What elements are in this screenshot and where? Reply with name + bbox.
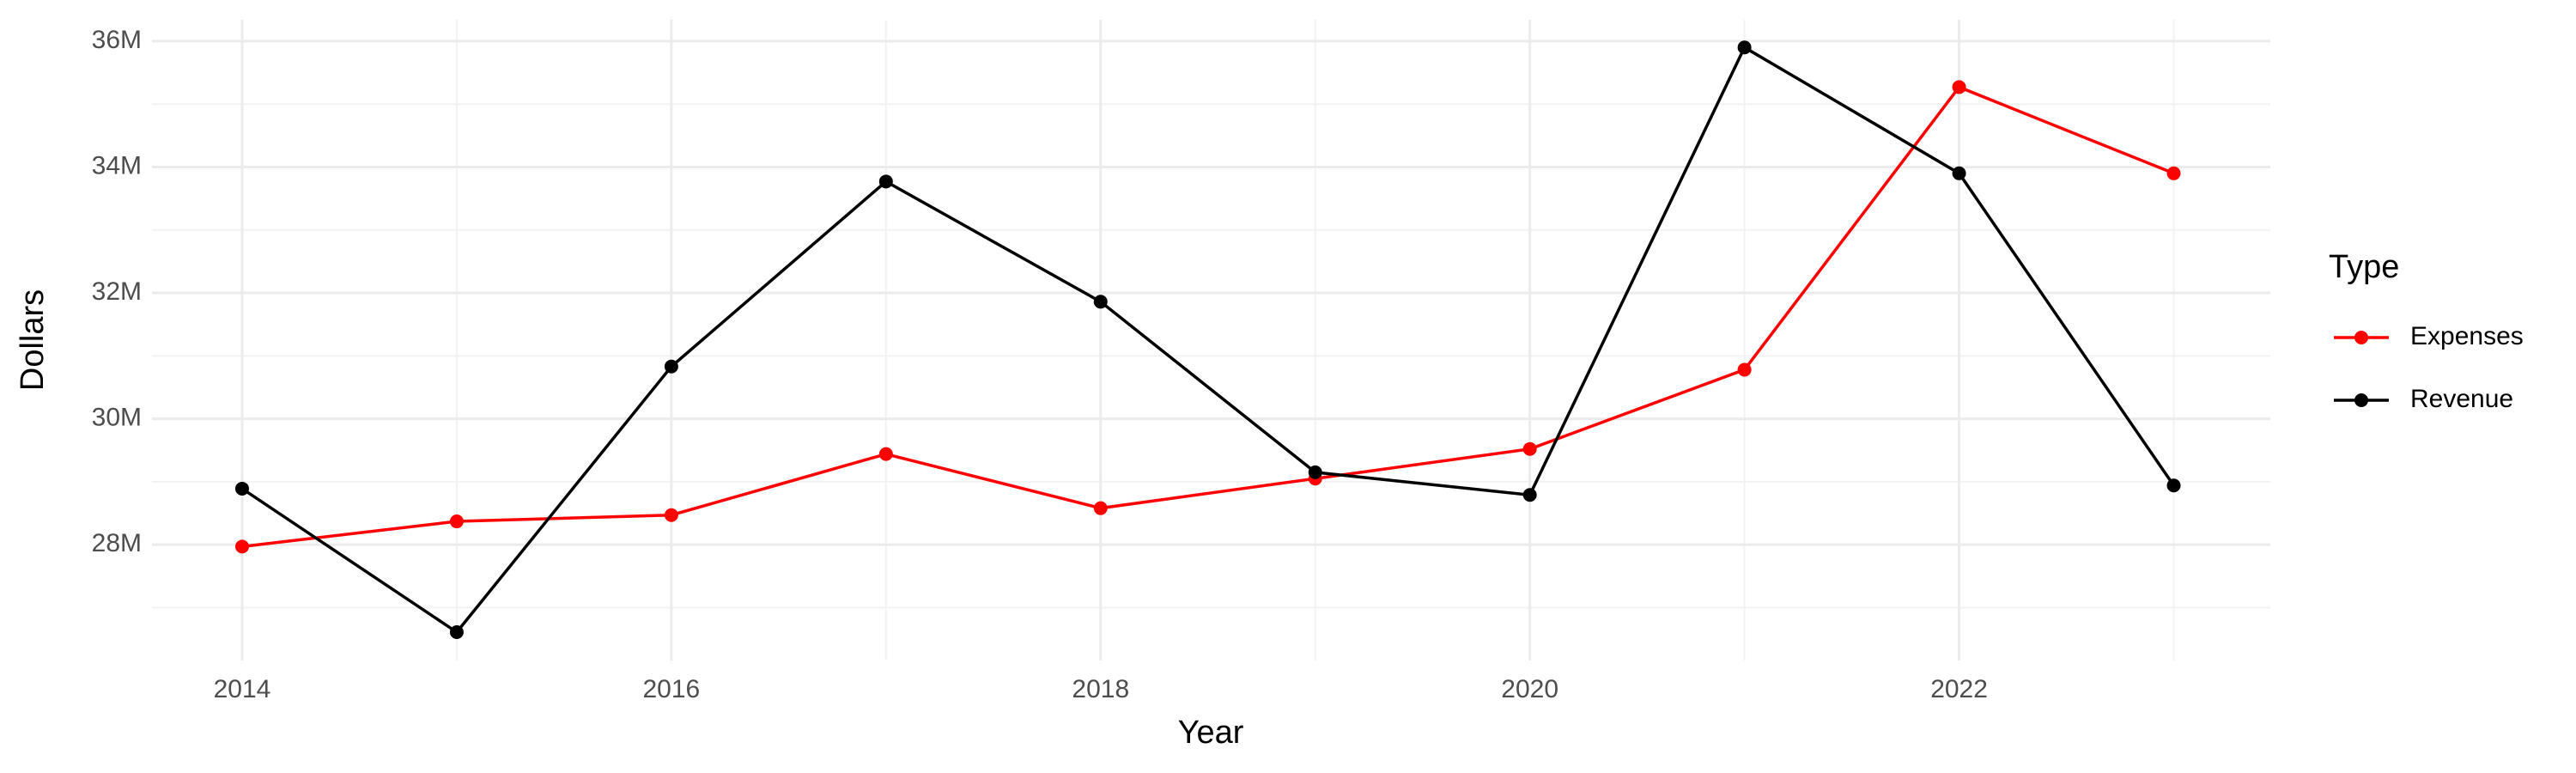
x-tick-label: 2016 <box>643 675 701 703</box>
y-axis-title: Dollars <box>15 289 51 391</box>
x-tick-label: 2020 <box>1501 675 1558 703</box>
data-point <box>1093 295 1108 309</box>
data-point <box>449 514 464 529</box>
x-tick-label: 2014 <box>214 675 271 703</box>
data-point <box>878 447 893 461</box>
series-line <box>241 45 2175 635</box>
data-point <box>1093 501 1108 515</box>
data-point <box>1952 166 1966 180</box>
data-point <box>1952 80 1966 94</box>
data-point <box>1522 441 1537 456</box>
x-tick-label: 2018 <box>1072 675 1129 703</box>
legend-text: Revenue <box>2410 385 2513 413</box>
data-point <box>234 539 249 554</box>
data-point <box>1737 40 1752 55</box>
data-point <box>664 508 678 522</box>
data-point <box>2166 166 2181 180</box>
y-tick-label: 34M <box>92 151 142 180</box>
series-line <box>241 85 2175 549</box>
data-point <box>1308 465 1322 479</box>
data-point <box>878 174 893 189</box>
y-tick-label: 36M <box>92 26 142 54</box>
y-tick-label: 28M <box>92 529 142 557</box>
data-point <box>449 625 464 640</box>
legend-text: Expenses <box>2410 322 2524 350</box>
legend-marker <box>2354 393 2368 407</box>
data-point <box>1737 362 1752 377</box>
data-point <box>2166 478 2181 493</box>
y-tick-label: 32M <box>92 277 142 306</box>
x-axis-title: Year <box>1178 715 1244 751</box>
data-point <box>664 359 678 374</box>
y-tick-label: 30M <box>92 404 142 432</box>
legend-title: Type <box>2329 249 2399 285</box>
data-point <box>234 481 249 496</box>
data-point <box>1522 488 1537 502</box>
x-tick-label: 2022 <box>1930 675 1988 703</box>
legend-marker <box>2354 331 2368 344</box>
